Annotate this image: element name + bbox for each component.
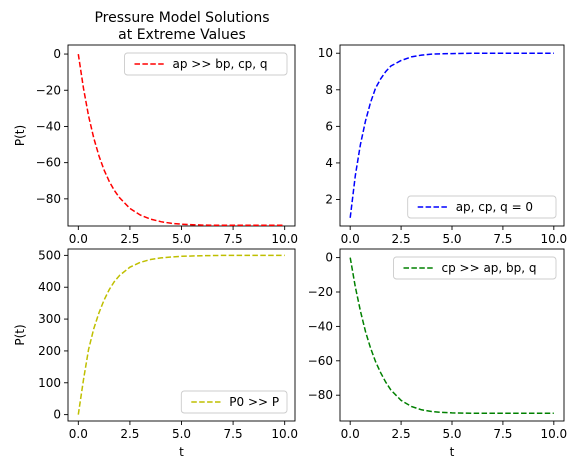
- y-tick-label: 0: [53, 47, 61, 61]
- y-tick-label: 200: [38, 344, 61, 358]
- x-axis-label: t: [450, 445, 455, 459]
- legend-box: [180, 390, 288, 414]
- y-tick-label: 400: [38, 280, 61, 294]
- x-tick-label: 2.5: [120, 232, 139, 246]
- x-tick-label: 10.0: [271, 427, 298, 441]
- y-tick-label: 2: [325, 192, 333, 206]
- y-tick-label: 0: [53, 408, 61, 422]
- legend: ap >> bp, cp, q: [124, 52, 288, 76]
- y-tick-label: −80: [308, 388, 333, 402]
- x-tick-label: 5.0: [172, 427, 191, 441]
- y-tick-label: 6: [325, 119, 333, 133]
- x-tick-label: 0.0: [341, 427, 360, 441]
- x-tick-label: 0.0: [69, 232, 88, 246]
- x-tick-label: 7.5: [224, 232, 243, 246]
- series-line: [77, 53, 285, 227]
- y-tick-label: 8: [325, 83, 333, 97]
- x-tick-label: 0.0: [341, 232, 360, 246]
- legend-box: [393, 256, 557, 280]
- y-axis-label: P(t): [13, 324, 27, 345]
- legend-label: ap, cp, q = 0: [456, 200, 533, 214]
- x-axis-label: t: [179, 445, 184, 459]
- x-tick-label: 5.0: [172, 232, 191, 246]
- x-tick-label: 7.5: [493, 427, 512, 441]
- x-tick-label: 5.0: [442, 232, 461, 246]
- subplot-4: 0.0 2.5 5.0 7.5 10.0 0 −20 −40 −60 −80 t cp >> ap, …: [308, 248, 567, 459]
- legend: P0 >> P: [180, 390, 288, 414]
- subplot-1: 0.0 2.5 5.0 7.5 10.0 0 −20 −40 −60 −80 P(t) ap >> b…: [13, 44, 298, 246]
- legend-label: cp >> ap, bp, q: [442, 261, 537, 275]
- x-tick-label: 0.0: [69, 427, 88, 441]
- series-line: [349, 257, 554, 415]
- figure-title-line-1: Pressure Model Solutions: [94, 10, 269, 26]
- legend-label: ap >> bp, cp, q: [173, 57, 268, 71]
- x-tick-label: 7.5: [493, 232, 512, 246]
- series-line: [349, 52, 554, 218]
- y-tick-label: −40: [308, 319, 333, 333]
- y-tick-label: −80: [36, 192, 61, 206]
- x-tick-label: 2.5: [392, 232, 411, 246]
- y-tick-label: 10: [318, 46, 333, 60]
- y-tick-label: 500: [38, 248, 61, 262]
- y-tick-label: 300: [38, 312, 61, 326]
- x-tick-label: 7.5: [224, 427, 243, 441]
- series-line: [77, 254, 285, 415]
- y-tick-label: −20: [308, 285, 333, 299]
- y-axis-label: P(t): [13, 125, 27, 146]
- y-tick-label: 0: [325, 251, 333, 265]
- x-tick-label: 2.5: [120, 427, 139, 441]
- legend: cp >> ap, bp, q: [393, 256, 557, 280]
- figure-title: Pressure Model Solutions at Extreme Valu…: [94, 10, 269, 43]
- x-tick-label: 10.0: [271, 232, 298, 246]
- y-tick-label: 100: [38, 376, 61, 390]
- legend-box: [407, 195, 557, 219]
- legend-box: [124, 52, 288, 76]
- x-tick-label: 5.0: [442, 427, 461, 441]
- subplot-2: 0.0 2.5 5.0 7.5 10.0 2 4 6 8 10 ap, cp, q = 0: [318, 44, 567, 246]
- x-tick-label: 10.0: [540, 427, 567, 441]
- y-tick-label: 4: [325, 156, 333, 170]
- legend: ap, cp, q = 0: [407, 195, 557, 219]
- y-tick-label: −40: [36, 119, 61, 133]
- y-tick-label: −60: [36, 156, 61, 170]
- legend-label: P0 >> P: [229, 395, 279, 409]
- y-tick-label: −20: [36, 83, 61, 97]
- figure-title-line-2: at Extreme Values: [118, 27, 246, 43]
- x-tick-label: 10.0: [540, 232, 567, 246]
- subplot-3: 0.0 2.5 5.0 7.5 10.0 0 100 200 300 400 500 P(t) t P0 …: [13, 248, 298, 459]
- y-tick-label: −60: [308, 354, 333, 368]
- x-tick-label: 2.5: [392, 427, 411, 441]
